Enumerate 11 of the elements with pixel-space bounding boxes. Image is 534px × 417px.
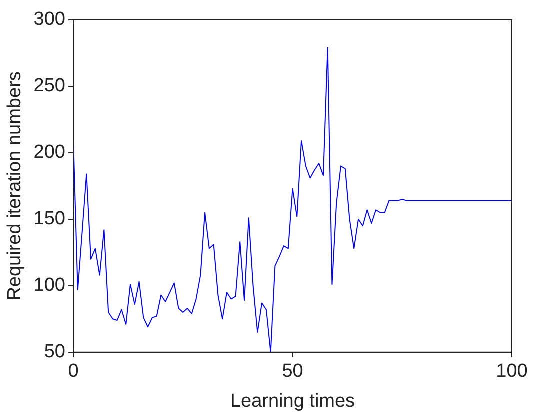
y-tick-label: 250	[34, 76, 66, 97]
y-tick-label: 300	[34, 9, 66, 30]
x-tick-label: 0	[68, 361, 79, 382]
y-tick-label: 150	[34, 208, 66, 230]
x-tick-label: 100	[496, 361, 528, 382]
y-tick-label: 100	[34, 275, 66, 296]
y-tick-label: 50	[44, 342, 66, 363]
x-axis-title: Learning times	[230, 390, 356, 412]
y-tick-label: 200	[34, 142, 66, 164]
x-tick-label: 50	[282, 361, 304, 382]
y-axis-title: Required iteration numbers	[4, 72, 26, 301]
